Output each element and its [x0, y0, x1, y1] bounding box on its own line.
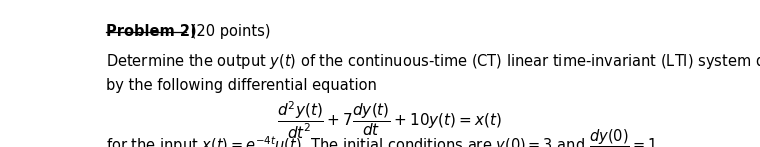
Text: $\dfrac{d^2y(t)}{dt^2} + 7\dfrac{dy(t)}{dt} + 10y(t) = x(t)$: $\dfrac{d^2y(t)}{dt^2} + 7\dfrac{dy(t)}{…: [277, 100, 502, 141]
Text: (20 points): (20 points): [185, 24, 271, 39]
Text: for the input $x(t) = e^{-4t}u(t)$. The initial conditions are $y(0) = 3$ and $\: for the input $x(t) = e^{-4t}u(t)$. The …: [106, 127, 661, 147]
Text: by the following differential equation: by the following differential equation: [106, 78, 376, 93]
Text: Determine the output $y(t)$ of the continuous-time (CT) linear time-invariant (L: Determine the output $y(t)$ of the conti…: [106, 52, 760, 71]
Text: Problem 2): Problem 2): [106, 24, 196, 39]
